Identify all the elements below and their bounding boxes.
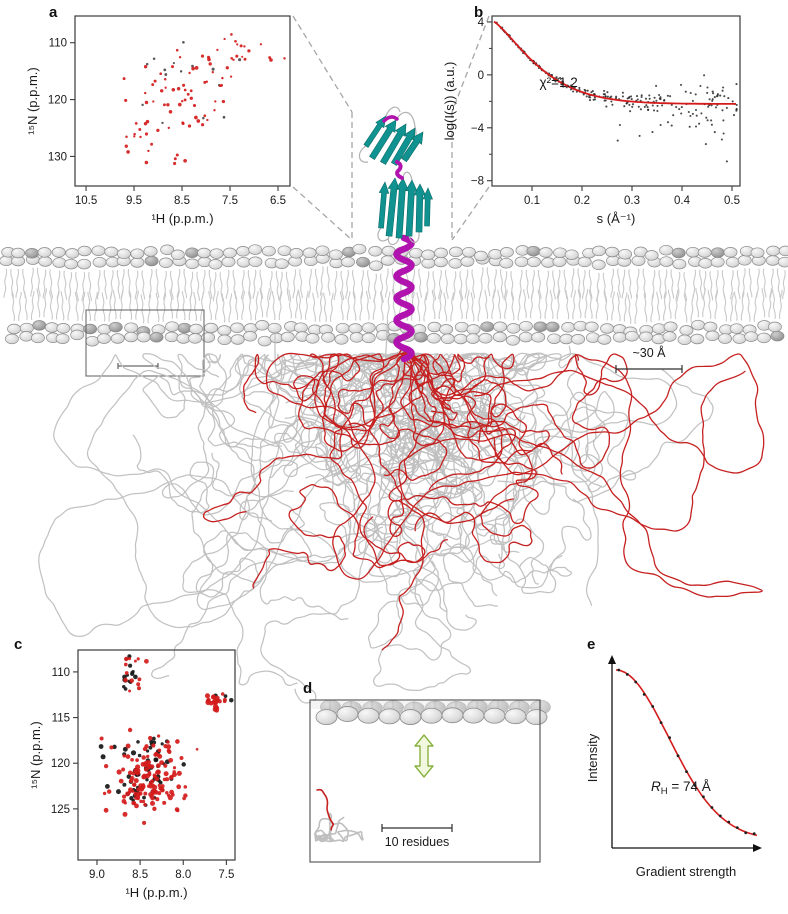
zoomed-chain-gray bbox=[314, 812, 364, 843]
chi-squared-annotation: χ²=1.2 bbox=[540, 75, 578, 90]
panel-b-saxs-plot: 0.1 0.2 0.3 0.4 0.5 4 0 −4 −8 s (Å⁻¹) log(I(s)) (a… bbox=[442, 15, 741, 226]
svg-text:−8: −8 bbox=[471, 176, 484, 188]
transmembrane-helix bbox=[393, 234, 415, 363]
lipid-bilayer bbox=[0, 243, 788, 347]
svg-text:8.5: 8.5 bbox=[174, 195, 190, 207]
zoomed-chain-red bbox=[316, 788, 334, 831]
svg-text:8.5: 8.5 bbox=[132, 869, 148, 881]
dashed-zoom-connectors bbox=[292, 15, 490, 241]
membrane-interior-wash bbox=[311, 701, 539, 709]
y-axis-label: ¹⁵N (p.p.m.) bbox=[25, 67, 40, 135]
svg-text:10.5: 10.5 bbox=[75, 195, 97, 207]
x-axis-label: ¹H (p.p.m.) bbox=[151, 211, 213, 226]
svg-text:120: 120 bbox=[51, 758, 70, 770]
disordered-chains-red bbox=[202, 348, 765, 651]
distance-arrow-icon bbox=[414, 734, 434, 778]
svg-text:7.5: 7.5 bbox=[222, 195, 238, 207]
svg-text:0.2: 0.2 bbox=[574, 195, 590, 207]
y-axis-label: ¹⁵N (p.p.m.) bbox=[28, 721, 43, 789]
svg-text:125: 125 bbox=[51, 804, 70, 816]
svg-text:0.1: 0.1 bbox=[524, 195, 540, 207]
svg-text:−4: −4 bbox=[471, 123, 485, 135]
lipid-head-row bbox=[0, 253, 788, 271]
x-axis-label: ¹H (p.p.m.) bbox=[125, 885, 187, 900]
residues-scale-bar: 10 residues bbox=[381, 824, 453, 849]
x-axis-label: Gradient strength bbox=[636, 864, 736, 879]
linker-helix bbox=[382, 115, 399, 123]
panel-d-zoom-illustration: 10 residues bbox=[309, 699, 551, 863]
panel-d-frame bbox=[309, 699, 541, 863]
svg-text:110: 110 bbox=[49, 38, 67, 50]
linker-helix bbox=[395, 160, 404, 180]
svg-text:6.5: 6.5 bbox=[270, 195, 286, 207]
y-axis-label: Intensity bbox=[585, 733, 600, 782]
svg-text:7.5: 7.5 bbox=[218, 869, 234, 881]
svg-text:9.5: 9.5 bbox=[126, 195, 142, 207]
saxs-data-points bbox=[495, 21, 738, 163]
panel-a-label: a bbox=[49, 4, 58, 21]
panel-d-label: d bbox=[303, 680, 313, 697]
lipid-tails bbox=[3, 266, 786, 324]
panel-e-label: e bbox=[587, 636, 596, 653]
y-axis-label: log(I(s)) (a.u.) bbox=[442, 62, 457, 141]
x-axis-arrowhead bbox=[753, 844, 762, 852]
svg-text:130: 130 bbox=[48, 151, 67, 163]
svg-text:0.5: 0.5 bbox=[724, 195, 740, 207]
scale-bar-label: ~30 Å bbox=[632, 345, 666, 360]
svg-text:120: 120 bbox=[48, 95, 67, 107]
svg-text:4: 4 bbox=[478, 17, 485, 29]
panel-a-nmr-spectrum: 10.5 9.5 8.5 7.5 6.5 110 120 130 ¹H (p.p.m.) ¹⁵N … bbox=[25, 15, 291, 226]
svg-text:9.0: 9.0 bbox=[89, 869, 105, 881]
panel-e-diffusion-decay: Intensity Gradient strength RH = 74 Å bbox=[585, 655, 762, 879]
axes: 0.1 0.2 0.3 0.4 0.5 4 0 −4 −8 s (Å⁻¹) log(I(s)) (a… bbox=[442, 15, 741, 226]
rh-annotation: RH = 74 Å bbox=[651, 779, 711, 797]
panel-c-label: c bbox=[14, 636, 23, 653]
axes: 10.5 9.5 8.5 7.5 6.5 110 120 130 ¹H (p.p.m.) ¹⁵N … bbox=[25, 15, 291, 226]
svg-text:115: 115 bbox=[52, 713, 70, 725]
panel-c-nmr-spectrum: 9.0 8.5 8.0 7.5 110 115 120 125 ¹H (p.p.m.) ¹⁵N (… bbox=[28, 649, 236, 900]
svg-text:8.0: 8.0 bbox=[175, 869, 191, 881]
scatter-points bbox=[122, 33, 286, 166]
decay-axes bbox=[608, 655, 762, 852]
decay-fit-line bbox=[615, 669, 758, 837]
lipid-head-row bbox=[7, 319, 782, 338]
residues-scale-label: 10 residues bbox=[385, 835, 450, 849]
membrane-scale-bar: ~30 Å bbox=[615, 345, 683, 373]
axes: 9.0 8.5 8.0 7.5 110 115 120 125 ¹H (p.p.m.) ¹⁵N (… bbox=[28, 649, 236, 900]
saxs-fit-line bbox=[493, 20, 736, 105]
x-axis-label: s (Å⁻¹) bbox=[597, 211, 636, 226]
folded-domain-cartoon bbox=[358, 106, 433, 246]
svg-text:0.4: 0.4 bbox=[674, 195, 691, 207]
panel-b-label: b bbox=[474, 4, 484, 21]
decay-data-points bbox=[617, 668, 756, 836]
svg-text:0.3: 0.3 bbox=[624, 195, 640, 207]
svg-text:110: 110 bbox=[52, 667, 70, 679]
scatter-points bbox=[98, 654, 234, 825]
svg-text:0: 0 bbox=[478, 70, 484, 82]
zoomed-lipid-heads bbox=[315, 699, 551, 726]
lipid-head-row bbox=[4, 329, 785, 347]
y-axis-arrowhead bbox=[608, 655, 616, 664]
